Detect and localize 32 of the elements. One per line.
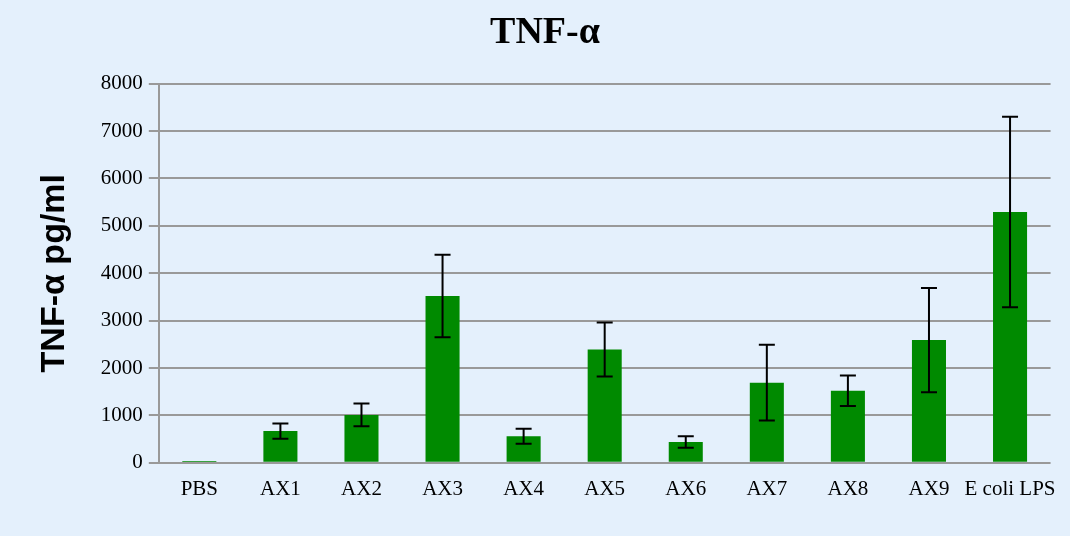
chart-title: TNF-α	[490, 8, 600, 51]
bar	[830, 390, 865, 462]
x-tick-label: AX5	[584, 475, 626, 500]
x-tick-label: AX3	[422, 475, 463, 500]
x-tick-label: AX8	[827, 475, 869, 500]
y-axis-title: TNF-α pg/ml	[32, 173, 71, 373]
bar	[911, 340, 946, 462]
bar	[425, 295, 460, 462]
y-tick-label: 1000	[100, 401, 143, 426]
x-tick-label: AX9	[908, 475, 950, 500]
bar	[749, 382, 784, 462]
bar	[344, 414, 379, 462]
y-tick-label: 7000	[100, 117, 143, 142]
bar	[993, 212, 1028, 462]
y-tick-label: 4000	[100, 259, 143, 284]
bar	[587, 349, 622, 462]
y-tick-label: 6000	[100, 164, 143, 189]
y-tick-label: 5000	[100, 212, 143, 237]
x-tick-label: AX1	[259, 475, 301, 500]
bar	[506, 436, 541, 462]
y-tick-label: 8000	[100, 70, 143, 95]
bar	[263, 431, 298, 462]
bar	[668, 441, 703, 462]
x-tick-label: AX4	[503, 475, 545, 500]
x-tick-label: AX6	[665, 475, 707, 500]
y-tick-label: 0	[132, 449, 143, 474]
x-tick-label: AX2	[341, 475, 382, 500]
x-tick-label: E coli LPS	[964, 475, 1056, 500]
x-tick-label: AX7	[746, 475, 788, 500]
y-tick-label: 2000	[100, 354, 143, 379]
x-tick-label: PBS	[180, 475, 219, 500]
y-tick-label: 3000	[100, 307, 143, 332]
